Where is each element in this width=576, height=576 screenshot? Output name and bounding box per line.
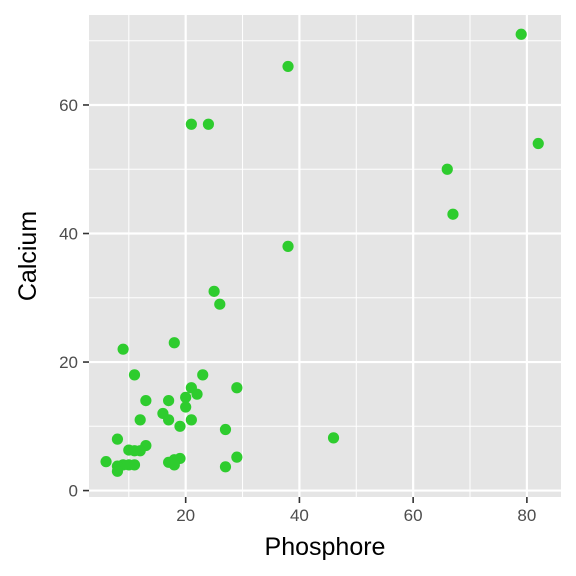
data-point [140, 395, 152, 407]
data-point [180, 401, 192, 413]
y-tick-label: 60 [59, 96, 78, 115]
data-point [128, 459, 141, 471]
data-point [327, 432, 340, 444]
y-tick-label: 0 [69, 482, 78, 501]
x-tick-label: 60 [404, 506, 423, 525]
grid-minor [89, 15, 561, 497]
grid-major [89, 15, 561, 497]
data-point [128, 445, 141, 457]
data-point [185, 414, 197, 426]
data-point [208, 285, 220, 297]
x-tick-label: 40 [290, 506, 309, 525]
data-point [197, 369, 209, 381]
data-point [128, 369, 141, 381]
data-point [111, 433, 124, 445]
data-point [219, 423, 232, 436]
x-axis-title: Phosphore [265, 533, 386, 561]
data-point [447, 208, 459, 220]
data-point [532, 137, 544, 150]
data-point [168, 337, 180, 349]
data-points [100, 28, 544, 477]
data-point [282, 60, 294, 73]
data-point [134, 414, 146, 426]
x-tick-label: 20 [176, 506, 195, 525]
x-tick-label: 80 [517, 506, 536, 525]
data-point [515, 28, 527, 40]
data-point [163, 414, 175, 426]
y-tick-label: 40 [59, 225, 78, 244]
data-point [100, 456, 112, 468]
data-point [111, 465, 124, 477]
data-point [168, 459, 180, 471]
y-axis-title: Calcium [14, 211, 42, 301]
data-point [117, 343, 129, 355]
data-point [214, 298, 226, 310]
data-point [174, 420, 186, 432]
data-point [231, 451, 243, 463]
data-point [441, 163, 453, 175]
y-axis: 0 20 40 60 [59, 96, 89, 501]
data-point [231, 382, 243, 394]
data-point [282, 240, 294, 252]
data-point [163, 395, 175, 407]
data-point [219, 461, 232, 473]
data-point [185, 118, 197, 130]
data-point [202, 118, 215, 130]
x-axis: 20 40 60 80 [176, 497, 536, 525]
y-tick-label: 20 [59, 353, 78, 372]
data-point [180, 391, 192, 403]
plot-panel [89, 15, 561, 497]
data-point [191, 388, 203, 400]
